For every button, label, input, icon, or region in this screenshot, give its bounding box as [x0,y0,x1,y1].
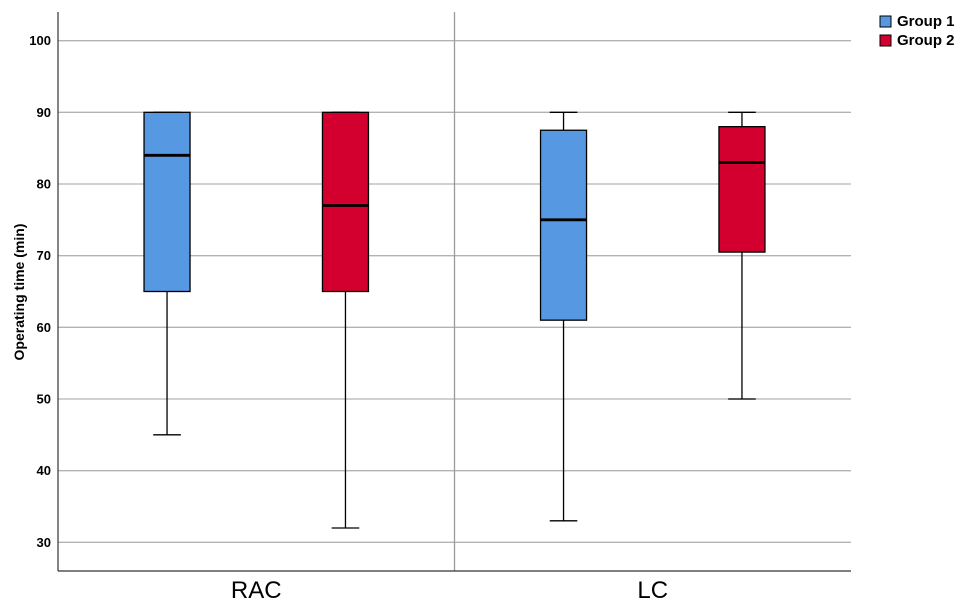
legend-label-2: Group 2 [897,32,955,49]
legend: Group 1 Group 2 [879,13,955,49]
axes: Operating time (min) 30 40 50 60 70 80 90 100 RA… [11,33,668,604]
y-tick-label-100: 100 [29,33,51,48]
y-tick-label-70: 70 [37,248,51,263]
legend-label-1: Group 1 [897,13,955,30]
y-tick-label-30: 30 [37,535,51,550]
box-group-1-rac [143,111,191,436]
iqr-box [539,129,588,321]
iqr-box [143,111,191,293]
y-tick-label-90: 90 [37,105,51,120]
legend-swatch-1 [879,15,892,28]
y-tick-label-40: 40 [37,463,51,478]
iqr-box [718,126,766,253]
box-group-2-rac [321,111,370,529]
x-category-label-lc: LC [637,577,668,601]
boxes [143,111,766,529]
box-group-1-lc [539,111,588,522]
box-group-2-lc [718,111,766,400]
y-axis-label: Operating time (min) [11,224,27,361]
x-category-label-rac: RAC [231,577,282,601]
y-tick-label-80: 80 [37,177,51,192]
legend-swatch-2 [879,34,892,47]
iqr-box [321,111,370,293]
y-tick-label-60: 60 [37,320,51,335]
y-tick-label-50: 50 [37,392,51,407]
plot-frame [57,12,851,572]
